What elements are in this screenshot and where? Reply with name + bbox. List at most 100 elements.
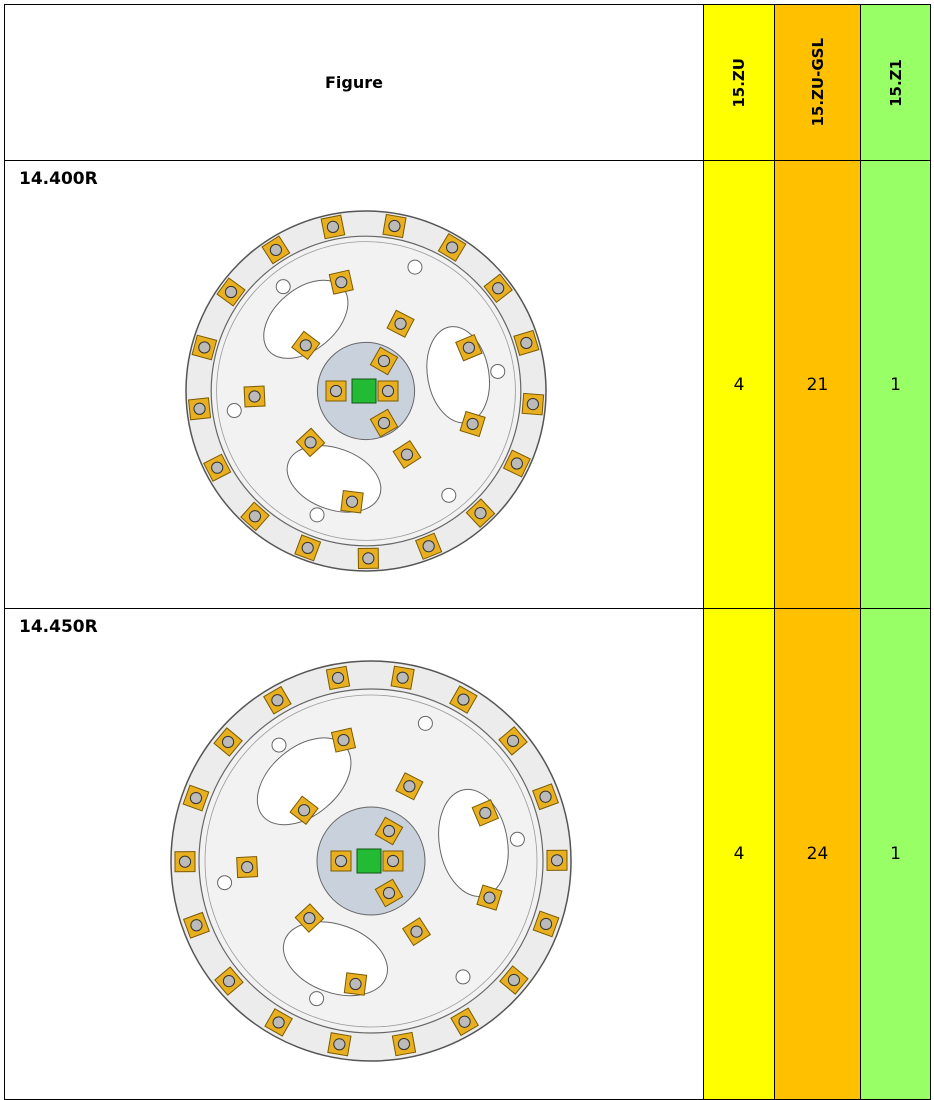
- insert-screw: [193, 402, 206, 415]
- insert-screw: [388, 219, 401, 233]
- value-cell: 1: [860, 160, 931, 609]
- insert-screw: [422, 540, 435, 553]
- header-cell: 15.ZU: [703, 4, 775, 161]
- value: 1: [890, 374, 901, 395]
- insert-screw: [394, 317, 407, 330]
- insert-screw: [269, 243, 282, 257]
- header-text: 15.Z1: [886, 58, 905, 107]
- insert-screw: [297, 804, 311, 817]
- value-cell: 24: [774, 608, 861, 1100]
- wheel-figure: [185, 210, 547, 572]
- value: 4: [733, 844, 745, 864]
- insert-screw: [301, 541, 314, 555]
- value-cell: 4: [703, 608, 775, 1100]
- figure-cell: 14.400R: [4, 160, 704, 609]
- hole: [441, 487, 457, 503]
- value: 24: [806, 844, 829, 864]
- value-cell: 21: [774, 160, 861, 609]
- insert-screw: [241, 860, 254, 874]
- hole: [309, 507, 325, 523]
- hole: [455, 969, 471, 985]
- insert-screw: [248, 510, 262, 523]
- insert-screw: [189, 791, 203, 805]
- insert-screw: [333, 1038, 346, 1051]
- insert-screw: [483, 891, 496, 904]
- value: 21: [806, 374, 829, 395]
- insert-screw: [224, 285, 238, 299]
- insert-screw: [506, 734, 520, 748]
- insert-screw: [479, 806, 492, 820]
- header-cell: Figure: [4, 4, 704, 161]
- hole: [271, 737, 287, 753]
- insert-screw: [520, 336, 533, 350]
- insert-screw: [382, 886, 396, 900]
- value-cell: 1: [860, 608, 931, 1100]
- insert-screw: [386, 854, 400, 868]
- header-text: Figure: [325, 73, 383, 92]
- hole: [490, 363, 506, 379]
- header-cell: 15.Z1: [860, 4, 931, 161]
- insert-screw: [221, 735, 235, 749]
- insert-screw: [190, 919, 203, 932]
- insert-screw: [362, 552, 375, 565]
- insert-screw: [462, 341, 475, 354]
- insert-screw: [396, 671, 409, 684]
- insert-screw: [400, 448, 414, 461]
- insert-screw: [382, 824, 396, 838]
- insert-screw: [335, 276, 348, 289]
- insert-screw: [492, 282, 505, 295]
- insert-screw: [474, 507, 487, 520]
- insert-screw: [222, 974, 236, 988]
- row-label: 14.450R: [19, 617, 98, 637]
- insert-screw: [507, 973, 521, 987]
- insert-screw: [397, 1037, 411, 1051]
- insert-screw: [466, 417, 479, 431]
- insert-screw: [211, 461, 224, 474]
- wheel-ring: [216, 241, 516, 541]
- figure-cell: 14.450R: [4, 608, 704, 1100]
- insert-screw: [410, 925, 423, 938]
- insert-screw: [248, 390, 261, 403]
- insert-screw: [377, 354, 391, 368]
- insert-screw: [345, 495, 359, 508]
- hole: [407, 259, 423, 275]
- insert-screw: [304, 436, 317, 449]
- insert-screw: [329, 384, 343, 398]
- insert-screw: [539, 917, 553, 931]
- insert-screw: [299, 339, 312, 352]
- header-text: 15.ZU: [730, 57, 748, 108]
- insert-screw: [272, 1016, 285, 1029]
- insert-screw: [457, 693, 470, 706]
- hole: [226, 403, 242, 419]
- header-cell: 15.ZU-GSL: [774, 4, 861, 161]
- insert-screw: [303, 911, 316, 925]
- hole: [217, 875, 233, 891]
- insert-screw: [326, 220, 340, 233]
- insert-screw: [550, 854, 564, 867]
- insert-screw: [446, 241, 459, 254]
- value: 1: [890, 844, 901, 864]
- value-cell: 4: [703, 160, 775, 609]
- insert-screw: [331, 671, 345, 685]
- hole: [509, 831, 525, 847]
- wheel-ring: [204, 694, 538, 1028]
- insert-screw: [526, 398, 539, 411]
- wheel-figure: [170, 660, 572, 1062]
- insert-screw: [198, 341, 211, 354]
- value: 4: [733, 374, 745, 395]
- insert-screw: [349, 977, 362, 991]
- center-insert: [351, 378, 377, 404]
- insert-screw: [178, 855, 192, 868]
- insert-screw: [334, 854, 348, 868]
- insert-screw: [381, 384, 395, 398]
- insert-screw: [510, 457, 523, 470]
- insert-screw: [539, 790, 552, 803]
- row-label: 14.400R: [19, 169, 98, 189]
- insert-screw: [337, 733, 350, 747]
- insert-screw: [458, 1015, 471, 1028]
- hole: [309, 991, 325, 1007]
- hole: [417, 715, 433, 731]
- header-text: 15.ZU-GSL: [808, 38, 827, 127]
- insert-screw: [403, 780, 416, 793]
